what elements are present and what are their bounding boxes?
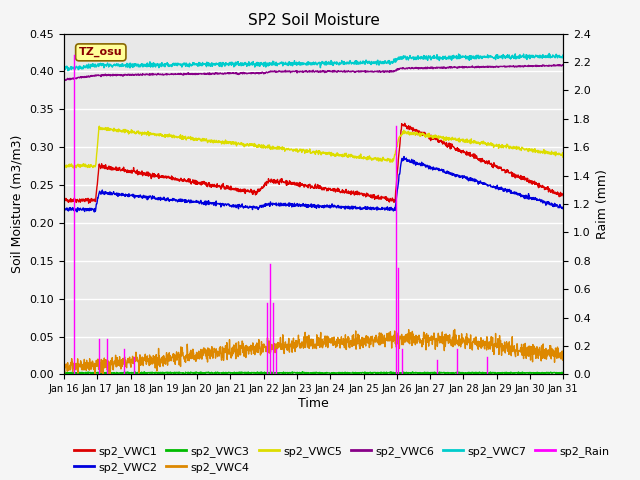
Text: TZ_osu: TZ_osu: [79, 47, 123, 58]
Y-axis label: Raim (mm): Raim (mm): [596, 169, 609, 239]
X-axis label: Time: Time: [298, 397, 329, 410]
Y-axis label: Soil Moisture (m3/m3): Soil Moisture (m3/m3): [11, 135, 24, 273]
Title: SP2 Soil Moisture: SP2 Soil Moisture: [248, 13, 380, 28]
Legend: sp2_VWC1, sp2_VWC2, sp2_VWC3, sp2_VWC4, sp2_VWC5, sp2_VWC6, sp2_VWC7, sp2_Rain: sp2_VWC1, sp2_VWC2, sp2_VWC3, sp2_VWC4, …: [70, 441, 614, 478]
